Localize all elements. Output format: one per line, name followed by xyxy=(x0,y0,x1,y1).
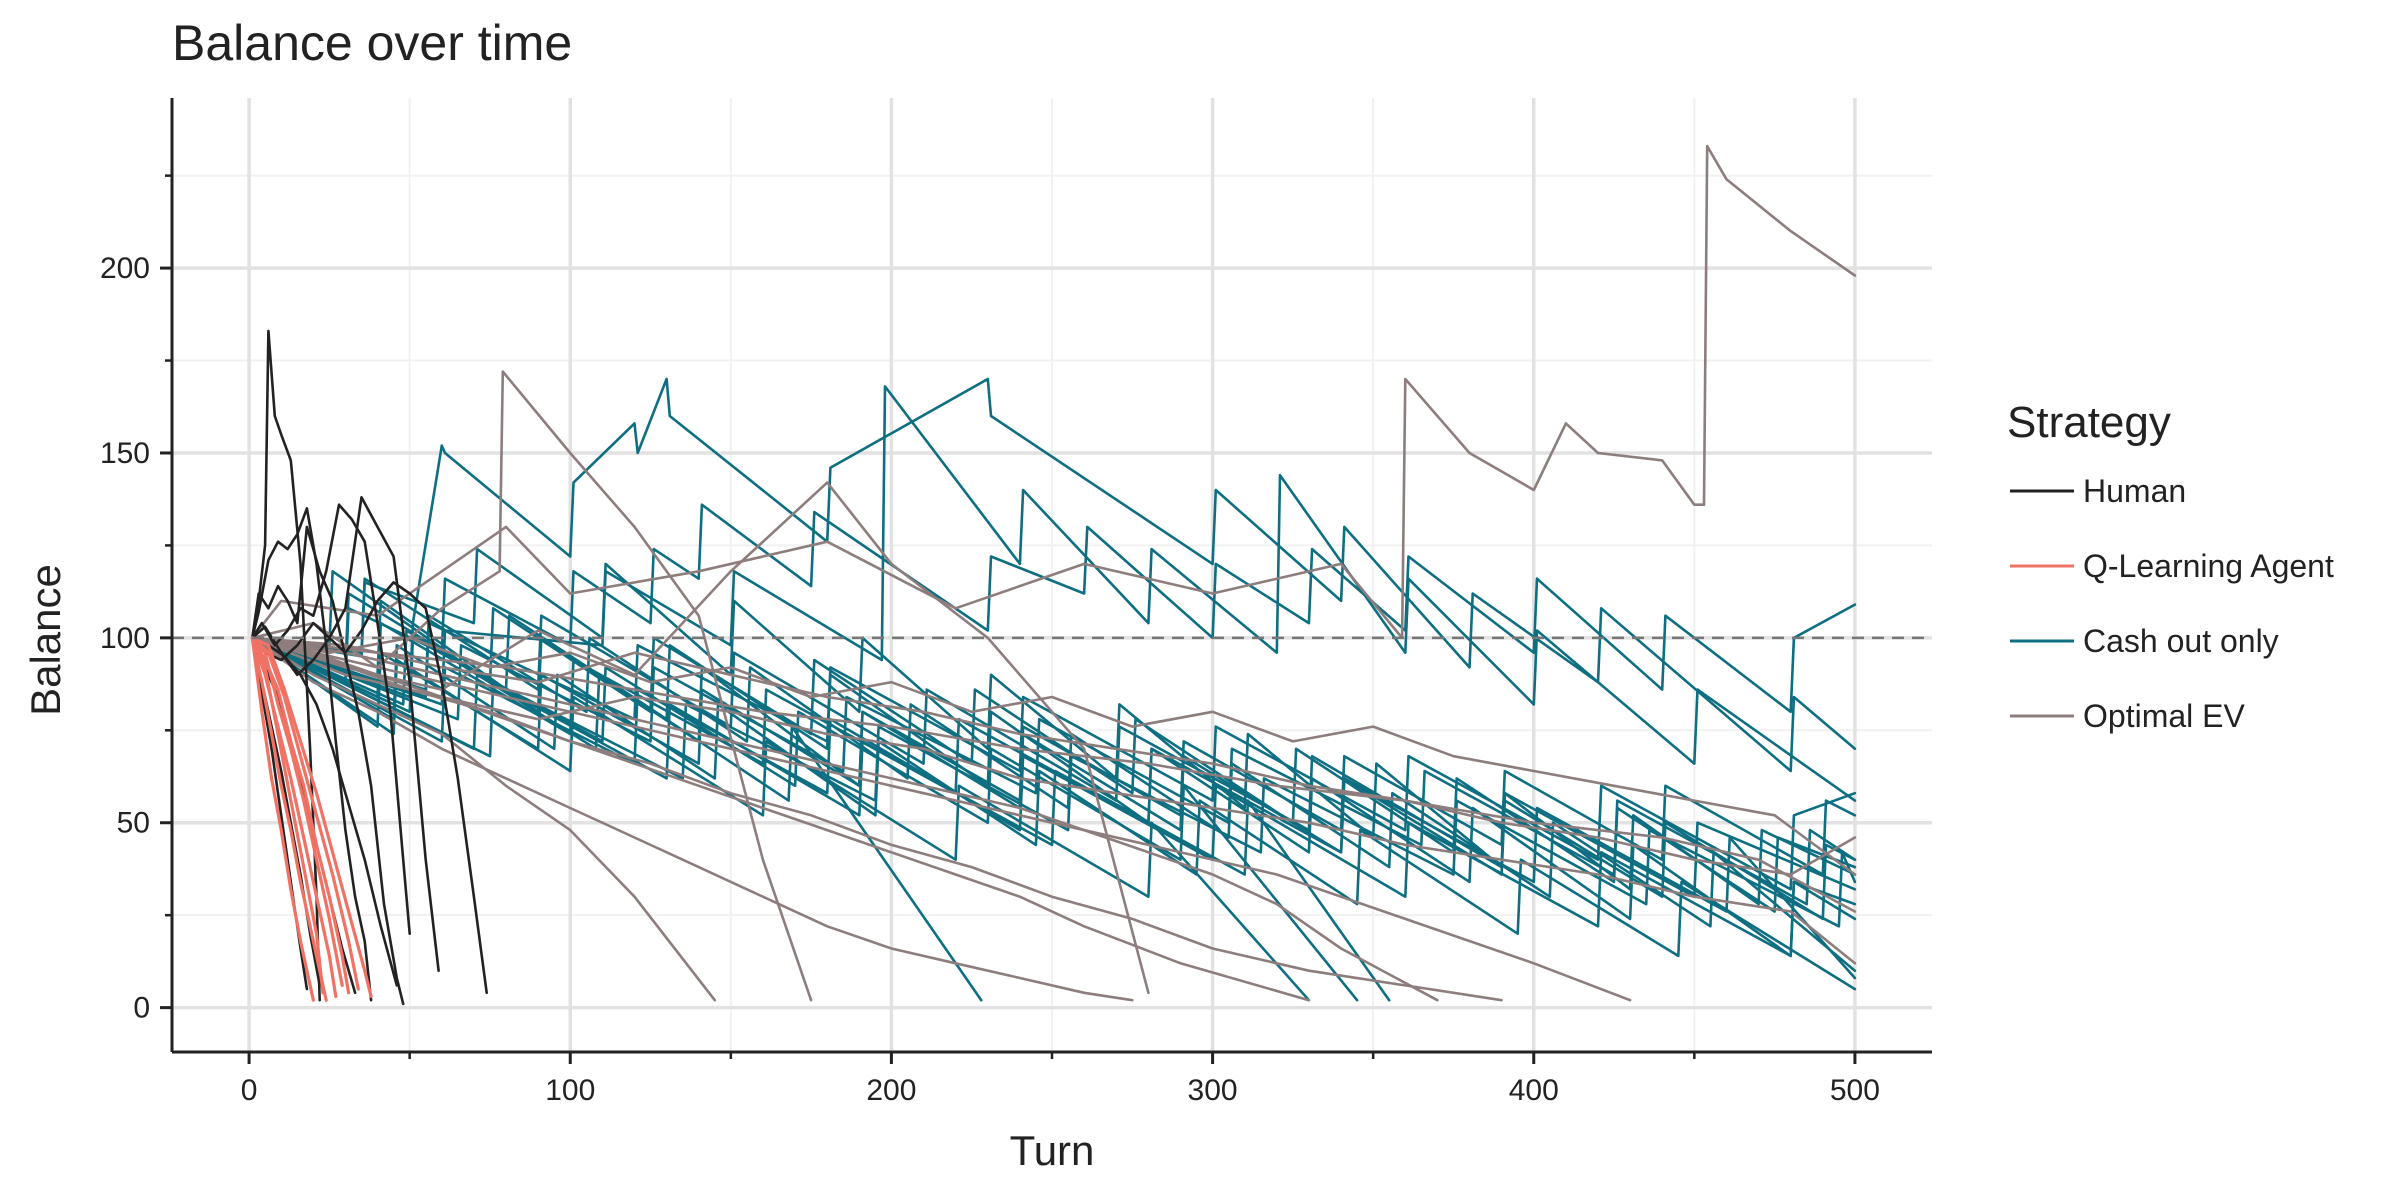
series-line-q-learning-agent xyxy=(250,636,360,991)
series-line-q-learning-agent xyxy=(250,636,325,995)
series-line-cash-out-only xyxy=(251,621,1857,980)
series-line-cash-out-only xyxy=(251,636,1857,928)
y-tick-label: 0 xyxy=(133,992,150,1025)
series-line-optimal-ev xyxy=(251,636,1857,876)
series-line-q-learning-agent xyxy=(250,636,373,999)
series-line-human xyxy=(251,581,489,995)
series-line-human xyxy=(251,636,399,987)
x-tick-label: 400 xyxy=(1509,1074,1559,1107)
series-line-cash-out-only xyxy=(251,503,1857,714)
series-line-cash-out-only xyxy=(251,636,1857,906)
y-tick-label: 200 xyxy=(100,252,150,285)
series-line-optimal-ev xyxy=(251,370,813,1002)
legend: Strategy Human Q-Learning Agent Cash out o… xyxy=(2007,398,2334,734)
axes: 0 100 200 300 400 500 0 50 100 150 200 xyxy=(100,98,1932,1107)
legend-label-q-learning-agent: Q-Learning Agent xyxy=(2083,548,2334,584)
series-line-q-learning-agent xyxy=(250,636,351,995)
x-axis-ticks: 0 100 200 300 400 500 xyxy=(241,1052,1880,1107)
y-tick-label: 50 xyxy=(117,807,150,840)
series-line-q-learning-agent xyxy=(250,636,328,1002)
x-tick-label: 200 xyxy=(866,1074,916,1107)
legend-label-cash-out-only: Cash out only xyxy=(2083,623,2279,659)
series-line-optimal-ev xyxy=(251,636,1632,1002)
series-line-human xyxy=(251,507,373,1002)
legend-entries: Human Q-Learning Agent Cash out only Optima… xyxy=(2010,473,2334,734)
series-line-q-learning-agent xyxy=(250,636,315,1002)
legend-title: Strategy xyxy=(2007,398,2171,447)
x-tick-label: 500 xyxy=(1830,1074,1880,1107)
series-line-cash-out-only xyxy=(251,636,1857,921)
series-line-human xyxy=(251,525,405,1006)
series-line-optimal-ev xyxy=(251,636,1857,913)
x-tick-label: 300 xyxy=(1188,1074,1238,1107)
series-line-optimal-ev xyxy=(251,636,1503,1002)
y-axis-ticks: 0 50 100 150 200 xyxy=(100,174,172,1025)
series-line-cash-out-only xyxy=(251,636,1359,1002)
series-lines xyxy=(250,144,1857,1006)
series-line-human xyxy=(251,503,412,936)
legend-label-human: Human xyxy=(2083,473,2186,509)
y-tick-label: 150 xyxy=(100,437,150,470)
series-line-optimal-ev xyxy=(251,636,1857,876)
x-axis-title: Turn xyxy=(1010,1127,1095,1174)
y-tick-label: 100 xyxy=(100,622,150,655)
series-line-optimal-ev xyxy=(251,636,717,1002)
y-axis-title: Balance xyxy=(22,564,69,716)
series-line-optimal-ev xyxy=(251,636,1439,1002)
series-line-optimal-ev xyxy=(251,636,1857,965)
series-line-optimal-ev xyxy=(251,144,1857,640)
legend-label-optimal-ev: Optimal EV xyxy=(2083,698,2245,734)
x-tick-label: 100 xyxy=(545,1074,595,1107)
series-line-cash-out-only xyxy=(251,377,1857,773)
x-tick-label: 0 xyxy=(241,1074,258,1107)
series-line-optimal-ev xyxy=(251,636,1134,1002)
chart-title: Balance over time xyxy=(172,15,572,71)
series-line-cash-out-only xyxy=(251,636,1857,958)
